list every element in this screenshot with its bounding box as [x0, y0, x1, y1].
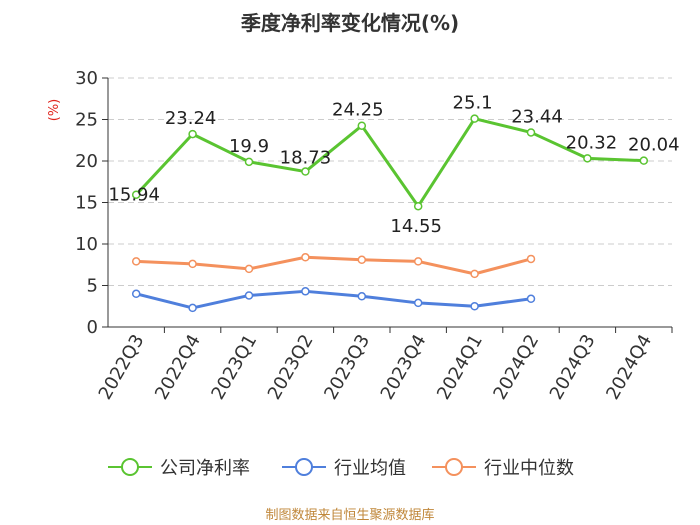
data-point: [357, 255, 367, 265]
series-line: [135, 117, 644, 208]
legend-label: 公司净利率: [160, 458, 250, 479]
data-point: [131, 257, 141, 266]
data-point: [470, 114, 479, 123]
data-point: [244, 291, 254, 300]
data-label: 14.55: [390, 216, 442, 237]
y-tick-label: 10: [75, 234, 98, 255]
series-line: [136, 255, 532, 276]
x-tick-label: 2024Q1: [433, 331, 487, 403]
series-line: [135, 289, 532, 310]
x-tick-label: 2022Q3: [95, 331, 149, 403]
data-point: [470, 269, 479, 279]
y-tick-label: 5: [87, 276, 98, 297]
data-point: [357, 292, 367, 301]
data-point: [526, 128, 536, 137]
gridlines: [108, 77, 672, 286]
y-tick-label: 20: [75, 151, 98, 172]
data-point: [526, 294, 536, 304]
x-tick-label: 2022Q4: [151, 331, 205, 403]
data-point: [188, 259, 197, 269]
data-point: [188, 303, 197, 313]
data-point: [131, 190, 141, 199]
data-point: [526, 254, 536, 264]
x-tick-label: 2023Q3: [320, 331, 374, 403]
legend-marker: [121, 458, 139, 476]
data-point: [413, 257, 423, 266]
data-label: 23.24: [165, 108, 217, 129]
x-tick-label: 2023Q2: [264, 331, 318, 403]
data-point: [583, 154, 592, 163]
x-axis-ticks: 2022Q3 2022Q4 2023Q1 2023Q2 2023Q3 2023Q4 2024…: [95, 327, 673, 403]
data-label: 18.73: [280, 148, 332, 169]
y-tick-label: 30: [75, 68, 98, 89]
legend-label: 行业均值: [334, 458, 406, 479]
chart-title: 季度净利率变化情况(%): [240, 11, 459, 35]
series-group: [131, 114, 649, 313]
legend: 公司净利率 行业均值 行业中位数: [108, 458, 574, 479]
data-point: [244, 157, 254, 167]
data-point: [301, 287, 310, 296]
data-label: 15.94: [108, 185, 160, 206]
x-tick-label: 2023Q1: [207, 331, 261, 403]
x-tick-label: 2024Q3: [546, 331, 600, 403]
data-label: 23.44: [511, 106, 563, 127]
legend-label: 行业中位数: [484, 458, 574, 479]
data-label: 19.9: [229, 136, 269, 157]
y-axis-ticks: 0 5 10 15 20 25 30: [75, 68, 108, 338]
y-tick-label: 15: [75, 193, 98, 214]
data-point: [301, 253, 310, 262]
y-axis-label: (%): [47, 99, 62, 122]
data-labels: 15.9423.2419.918.7324.2514.5525.123.4420…: [108, 93, 679, 238]
legend-marker: [295, 458, 313, 476]
y-tick-label: 0: [87, 317, 98, 338]
x-tick-label: 2024Q4: [602, 331, 656, 403]
data-label: 25.1: [453, 93, 493, 114]
data-point: [188, 129, 197, 139]
x-tick-label: 2024Q2: [489, 331, 543, 403]
data-point: [413, 201, 423, 211]
y-tick-label: 25: [75, 110, 98, 131]
data-label: 20.32: [566, 132, 618, 153]
data-point: [470, 302, 479, 311]
data-label: 24.25: [332, 100, 384, 121]
data-point: [131, 289, 141, 299]
source-note: 制图数据来自恒生聚源数据库: [265, 507, 434, 523]
data-point: [413, 298, 423, 308]
data-point: [301, 167, 310, 176]
data-label: 20.04: [628, 135, 680, 156]
data-point: [639, 156, 649, 165]
x-tick-label: 2023Q4: [377, 331, 431, 403]
legend-marker: [445, 458, 463, 476]
data-point: [357, 121, 367, 130]
data-point: [244, 264, 254, 274]
